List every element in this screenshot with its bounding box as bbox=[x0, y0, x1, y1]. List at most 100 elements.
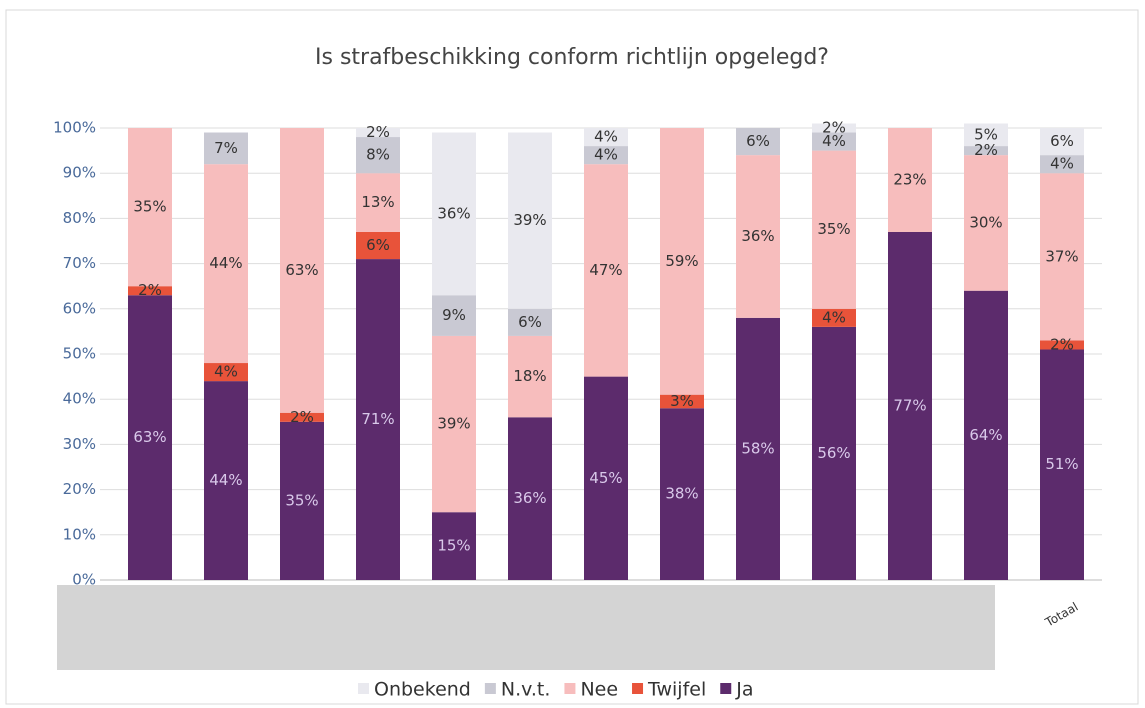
bar-segment bbox=[888, 231, 932, 580]
data-label: 4% bbox=[594, 128, 618, 146]
bar-segment bbox=[508, 335, 552, 418]
data-label: 7% bbox=[214, 139, 238, 157]
data-label: 18% bbox=[513, 367, 546, 385]
bar-segment bbox=[812, 308, 856, 327]
data-label: 30% bbox=[969, 213, 1002, 231]
bar-segment bbox=[356, 259, 400, 580]
data-label: 39% bbox=[513, 211, 546, 229]
data-label: 4% bbox=[822, 308, 846, 326]
data-label: 44% bbox=[209, 471, 242, 489]
bar-segment bbox=[128, 286, 172, 296]
data-label: 4% bbox=[1050, 155, 1074, 173]
legend-swatch bbox=[358, 683, 369, 694]
bar-segment bbox=[356, 128, 400, 138]
bar-segment bbox=[660, 394, 704, 409]
legend-label: Twijfel bbox=[647, 679, 706, 701]
bar-segment bbox=[508, 132, 552, 309]
legend-swatch bbox=[632, 683, 644, 694]
data-label: 2% bbox=[366, 123, 390, 141]
bar-segment bbox=[508, 417, 552, 580]
bar-segment bbox=[204, 381, 248, 580]
data-label: 2% bbox=[290, 408, 314, 426]
bar-segment bbox=[888, 128, 932, 232]
data-label: 71% bbox=[361, 410, 394, 428]
chart-title: Is strafbeschikking conform richtlijn op… bbox=[315, 45, 829, 70]
category-mask bbox=[57, 585, 995, 670]
y-tick-label: 30% bbox=[63, 435, 96, 453]
bar-segment bbox=[204, 132, 248, 165]
y-tick-label: 0% bbox=[72, 571, 96, 589]
data-label: 36% bbox=[437, 204, 470, 222]
data-label: 4% bbox=[822, 132, 846, 150]
bar-segment bbox=[964, 123, 1008, 147]
bar-segment bbox=[204, 363, 248, 382]
bar-segment bbox=[660, 408, 704, 580]
data-label: 58% bbox=[741, 439, 774, 457]
bar-segment bbox=[736, 317, 780, 580]
data-label: 45% bbox=[589, 469, 622, 487]
bar-segment bbox=[356, 137, 400, 174]
y-tick-label: 60% bbox=[63, 299, 96, 317]
bar-segment bbox=[812, 326, 856, 580]
y-tick-label: 90% bbox=[63, 164, 96, 182]
data-label: 59% bbox=[665, 252, 698, 270]
bar-segment bbox=[584, 146, 628, 165]
y-tick-label: 100% bbox=[53, 119, 96, 137]
bar-segment bbox=[1040, 349, 1084, 580]
data-label: 44% bbox=[209, 254, 242, 272]
bar-segment bbox=[584, 164, 628, 377]
bar-segment bbox=[1040, 173, 1084, 341]
bar-segment bbox=[508, 308, 552, 336]
bar-segment bbox=[1040, 340, 1084, 350]
bar-segment bbox=[356, 231, 400, 260]
bar-segment bbox=[204, 164, 248, 364]
data-label: 47% bbox=[589, 261, 622, 279]
bar-segment bbox=[736, 128, 780, 156]
data-label: 4% bbox=[214, 363, 238, 381]
bar-segment bbox=[736, 155, 780, 318]
legend-swatch bbox=[720, 683, 732, 694]
y-tick-label: 20% bbox=[63, 480, 96, 498]
bar-segment bbox=[432, 132, 476, 296]
data-label: 8% bbox=[366, 146, 390, 164]
data-label: 2% bbox=[974, 141, 998, 159]
bar-segment bbox=[128, 128, 172, 287]
data-label: 13% bbox=[361, 193, 394, 211]
y-tick-label: 40% bbox=[63, 390, 96, 408]
data-label: 35% bbox=[817, 220, 850, 238]
y-tick-label: 50% bbox=[63, 345, 96, 363]
bar-segment bbox=[432, 512, 476, 580]
bar-segment bbox=[660, 128, 704, 395]
data-label: 63% bbox=[133, 428, 166, 446]
y-tick-label: 10% bbox=[63, 525, 96, 543]
data-label: 3% bbox=[670, 392, 694, 410]
bar-segment bbox=[584, 128, 628, 147]
data-label: 35% bbox=[133, 198, 166, 216]
data-label: 63% bbox=[285, 261, 318, 279]
bar-segment bbox=[584, 376, 628, 580]
bar-segment bbox=[812, 132, 856, 151]
bar-segment bbox=[432, 295, 476, 336]
legend-swatch bbox=[484, 683, 496, 694]
bar-segment bbox=[280, 421, 324, 580]
data-label: 6% bbox=[366, 236, 390, 254]
legend-label: Ja bbox=[735, 679, 753, 701]
data-label: 39% bbox=[437, 415, 470, 433]
legend-swatch bbox=[564, 683, 576, 694]
data-label: 2% bbox=[1050, 335, 1074, 353]
bar-segment bbox=[1040, 155, 1084, 174]
legend-label: N.v.t. bbox=[501, 679, 551, 701]
bar-segment bbox=[280, 412, 324, 422]
bar-segment bbox=[964, 290, 1008, 580]
data-label: 37% bbox=[1045, 247, 1078, 265]
data-label: 35% bbox=[285, 491, 318, 509]
data-label: 51% bbox=[1045, 455, 1078, 473]
data-label: 77% bbox=[893, 396, 926, 414]
data-label: 6% bbox=[1050, 132, 1074, 150]
bar-segment bbox=[964, 146, 1008, 156]
data-label: 6% bbox=[746, 132, 770, 150]
data-label: 5% bbox=[974, 125, 998, 143]
bar-segment bbox=[280, 128, 324, 413]
bar-segment bbox=[1040, 128, 1084, 156]
